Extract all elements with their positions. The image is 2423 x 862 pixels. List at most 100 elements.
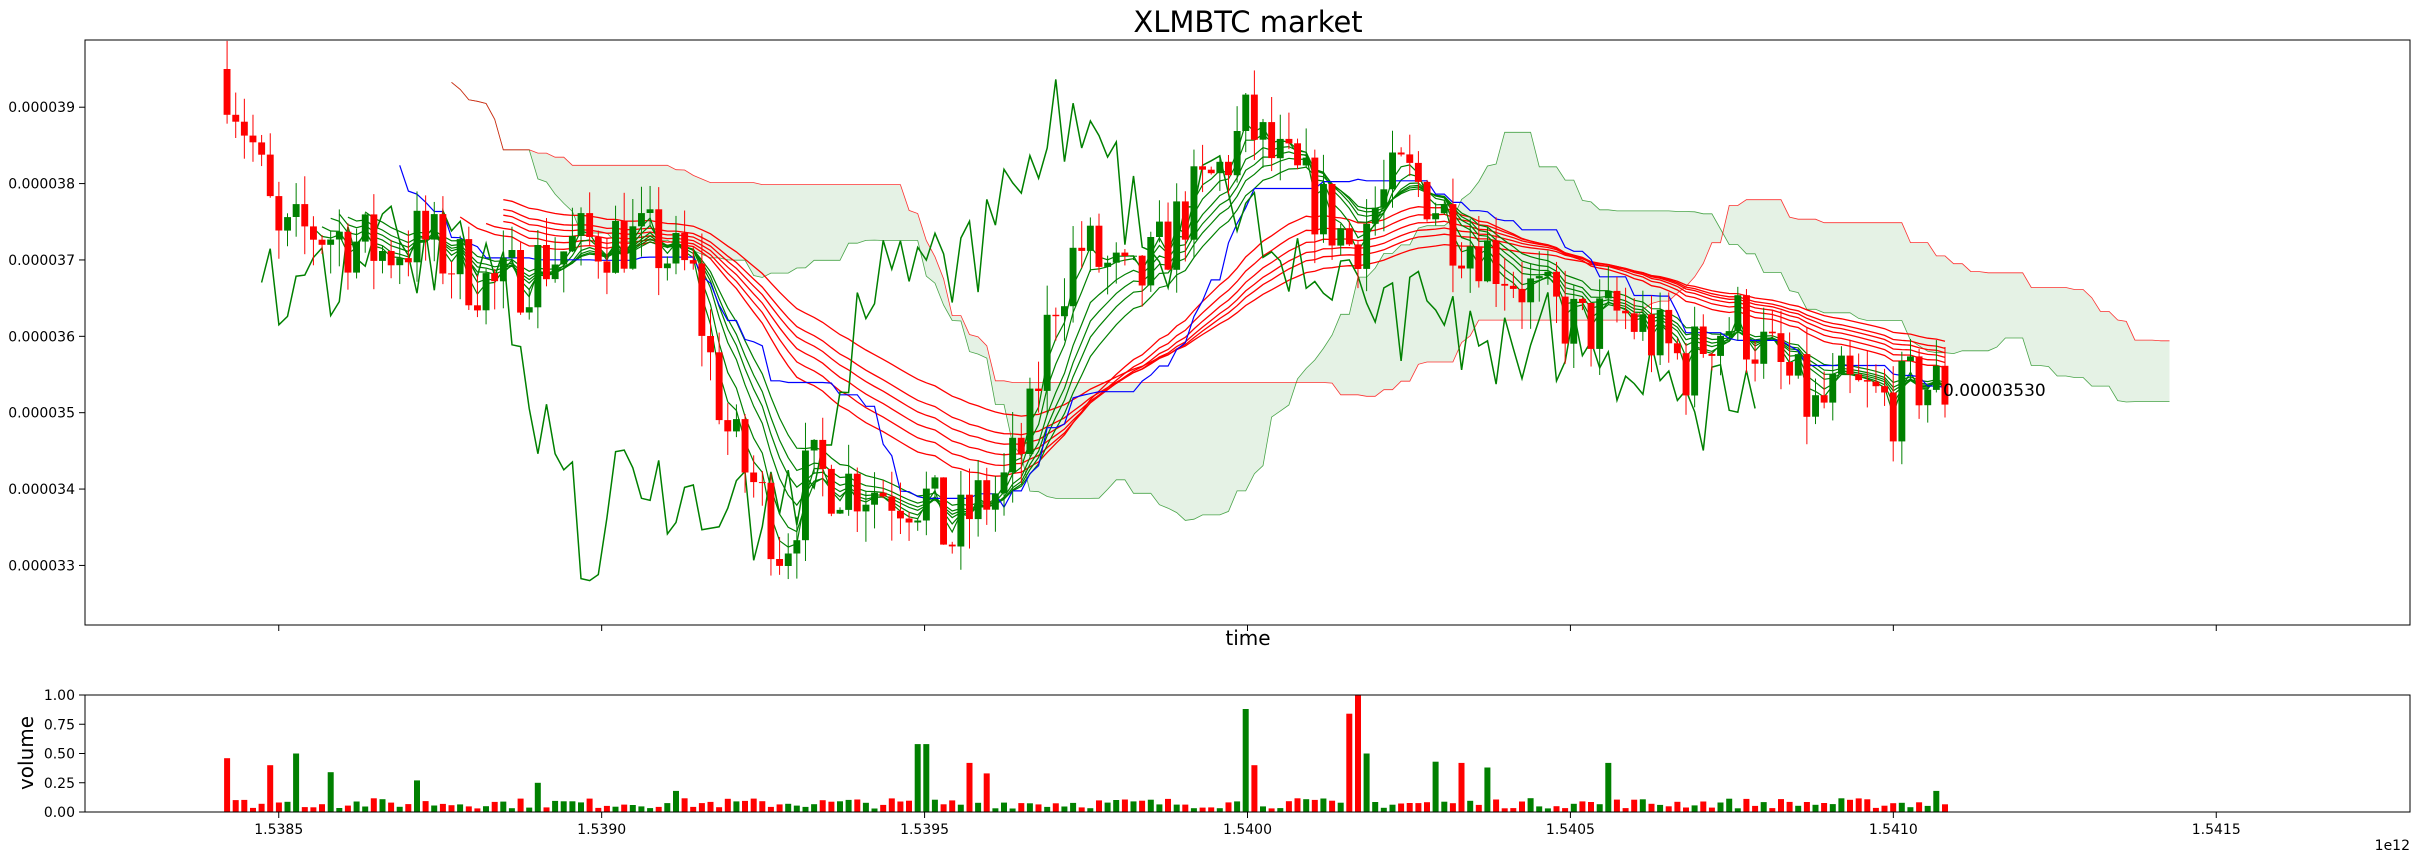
- candle-body-120: [1259, 122, 1267, 140]
- volume-bar-91: [1009, 808, 1016, 812]
- candle-body-142: [1449, 204, 1457, 266]
- candle-body-190: [1863, 380, 1871, 382]
- candle-body-124: [1294, 143, 1301, 166]
- volume-bar-111: [1182, 804, 1189, 812]
- candle-body-24: [430, 214, 438, 240]
- volume-bar-151: [1527, 798, 1534, 812]
- candle-body-165: [1648, 314, 1655, 356]
- volume-bar-47: [629, 805, 636, 812]
- volume-bar-168: [1674, 801, 1681, 812]
- volume-bar-188: [1847, 799, 1853, 812]
- volume-bar-102: [1104, 802, 1111, 812]
- price-ytick-label-5: 0.000038: [8, 177, 75, 193]
- volume-bar-115: [1216, 808, 1223, 812]
- candle-body-90: [1000, 472, 1008, 494]
- volume-bar-116: [1225, 802, 1232, 812]
- volume-bar-42: [586, 798, 593, 812]
- volume-bar-196: [1916, 802, 1923, 812]
- candle-body-197: [1924, 389, 1932, 406]
- volume-bar-78: [897, 801, 904, 812]
- volume-xtick-label-2: 1.5395: [900, 822, 949, 838]
- candle-body-30: [482, 273, 490, 311]
- volume-bar-20: [396, 806, 403, 812]
- volume-bar-191: [1872, 807, 1879, 812]
- volume-bar-70: [828, 801, 835, 812]
- volume-bar-121: [1268, 808, 1275, 812]
- candle-body-126: [1311, 157, 1319, 235]
- volume-bar-172: [1708, 807, 1715, 812]
- candle-body-49: [646, 209, 654, 213]
- volume-bar-138: [1415, 803, 1422, 812]
- candle-body-36: [534, 245, 542, 308]
- volume-bar-27: [457, 804, 464, 812]
- volume-bar-94: [1035, 804, 1042, 812]
- slow-ma-line-5: [503, 208, 1946, 436]
- volume-bar-87: [975, 802, 982, 812]
- volume-bar-5: [267, 765, 274, 812]
- volume-bar-178: [1760, 802, 1767, 812]
- candle-body-53: [681, 233, 689, 261]
- volume-bar-106: [1139, 800, 1146, 812]
- chart-title: XLMBTC market: [1133, 5, 1362, 39]
- candle-body-29: [474, 305, 481, 311]
- volume-bar-157: [1579, 801, 1586, 812]
- volume-bar-161: [1613, 799, 1620, 812]
- volume-y-label: volume: [14, 716, 38, 790]
- candle-body-55: [698, 263, 706, 336]
- volume-bar-142: [1449, 803, 1456, 812]
- candle-body-81: [922, 488, 930, 521]
- volume-bar-32: [500, 801, 507, 812]
- candle-body-21: [404, 258, 412, 263]
- candle-body-129: [1337, 228, 1345, 246]
- candle-body-40: [568, 235, 576, 252]
- candle-body-106: [1138, 255, 1146, 286]
- volume-bar-199: [1942, 804, 1948, 812]
- volume-bar-63: [767, 806, 774, 812]
- volume-xtick-label-3: 1.5400: [1223, 822, 1272, 838]
- candle-body-5: [266, 154, 274, 197]
- candle-body-11: [318, 239, 326, 245]
- volume-bar-4: [258, 803, 265, 812]
- slow-ma-line-2: [485, 213, 1946, 467]
- volume-bar-145: [1475, 804, 1482, 812]
- volume-bar-9: [301, 807, 308, 812]
- volume-bar-66: [793, 805, 800, 812]
- candle-body-99: [1078, 247, 1086, 251]
- candle-body-143: [1458, 265, 1465, 269]
- candle-body-109: [1164, 221, 1172, 270]
- volume-bar-96: [1052, 803, 1059, 812]
- x-axis-label: time: [1225, 626, 1270, 650]
- candle-body-68: [810, 439, 818, 451]
- volume-bar-79: [906, 800, 912, 812]
- volume-bar-81: [923, 744, 930, 812]
- candle-body-116: [1225, 161, 1232, 176]
- candle-body-2: [240, 121, 248, 136]
- volume-bar-159: [1596, 804, 1603, 812]
- volume-bar-190: [1864, 799, 1871, 812]
- candle-body-158: [1587, 303, 1595, 349]
- volume-bar-133: [1372, 802, 1379, 812]
- volume-bar-24: [431, 805, 438, 812]
- volume-bar-82: [931, 799, 938, 812]
- candle-body-43: [594, 237, 602, 262]
- volume-bar-40: [569, 801, 576, 812]
- volume-bar-21: [405, 804, 412, 812]
- volume-bar-12: [327, 772, 334, 812]
- volume-bar-174: [1726, 798, 1733, 812]
- candle-body-178: [1760, 331, 1768, 364]
- volume-bar-54: [690, 806, 697, 812]
- volume-bar-147: [1493, 799, 1500, 812]
- volume-bar-68: [811, 804, 818, 812]
- candle-body-12: [327, 239, 335, 245]
- candle-body-123: [1285, 138, 1293, 144]
- volume-bar-86: [966, 762, 973, 812]
- volume-bar-99: [1078, 807, 1085, 812]
- candle-body-104: [1121, 252, 1129, 256]
- volume-bar-163: [1631, 799, 1638, 812]
- candle-body-92: [1017, 437, 1025, 454]
- candle-body-47: [629, 226, 637, 269]
- candle-body-136: [1397, 152, 1405, 155]
- ichimoku-cloud-fill: [451, 82, 2170, 521]
- volume-bar-72: [845, 799, 852, 812]
- volume-bar-15: [353, 801, 360, 812]
